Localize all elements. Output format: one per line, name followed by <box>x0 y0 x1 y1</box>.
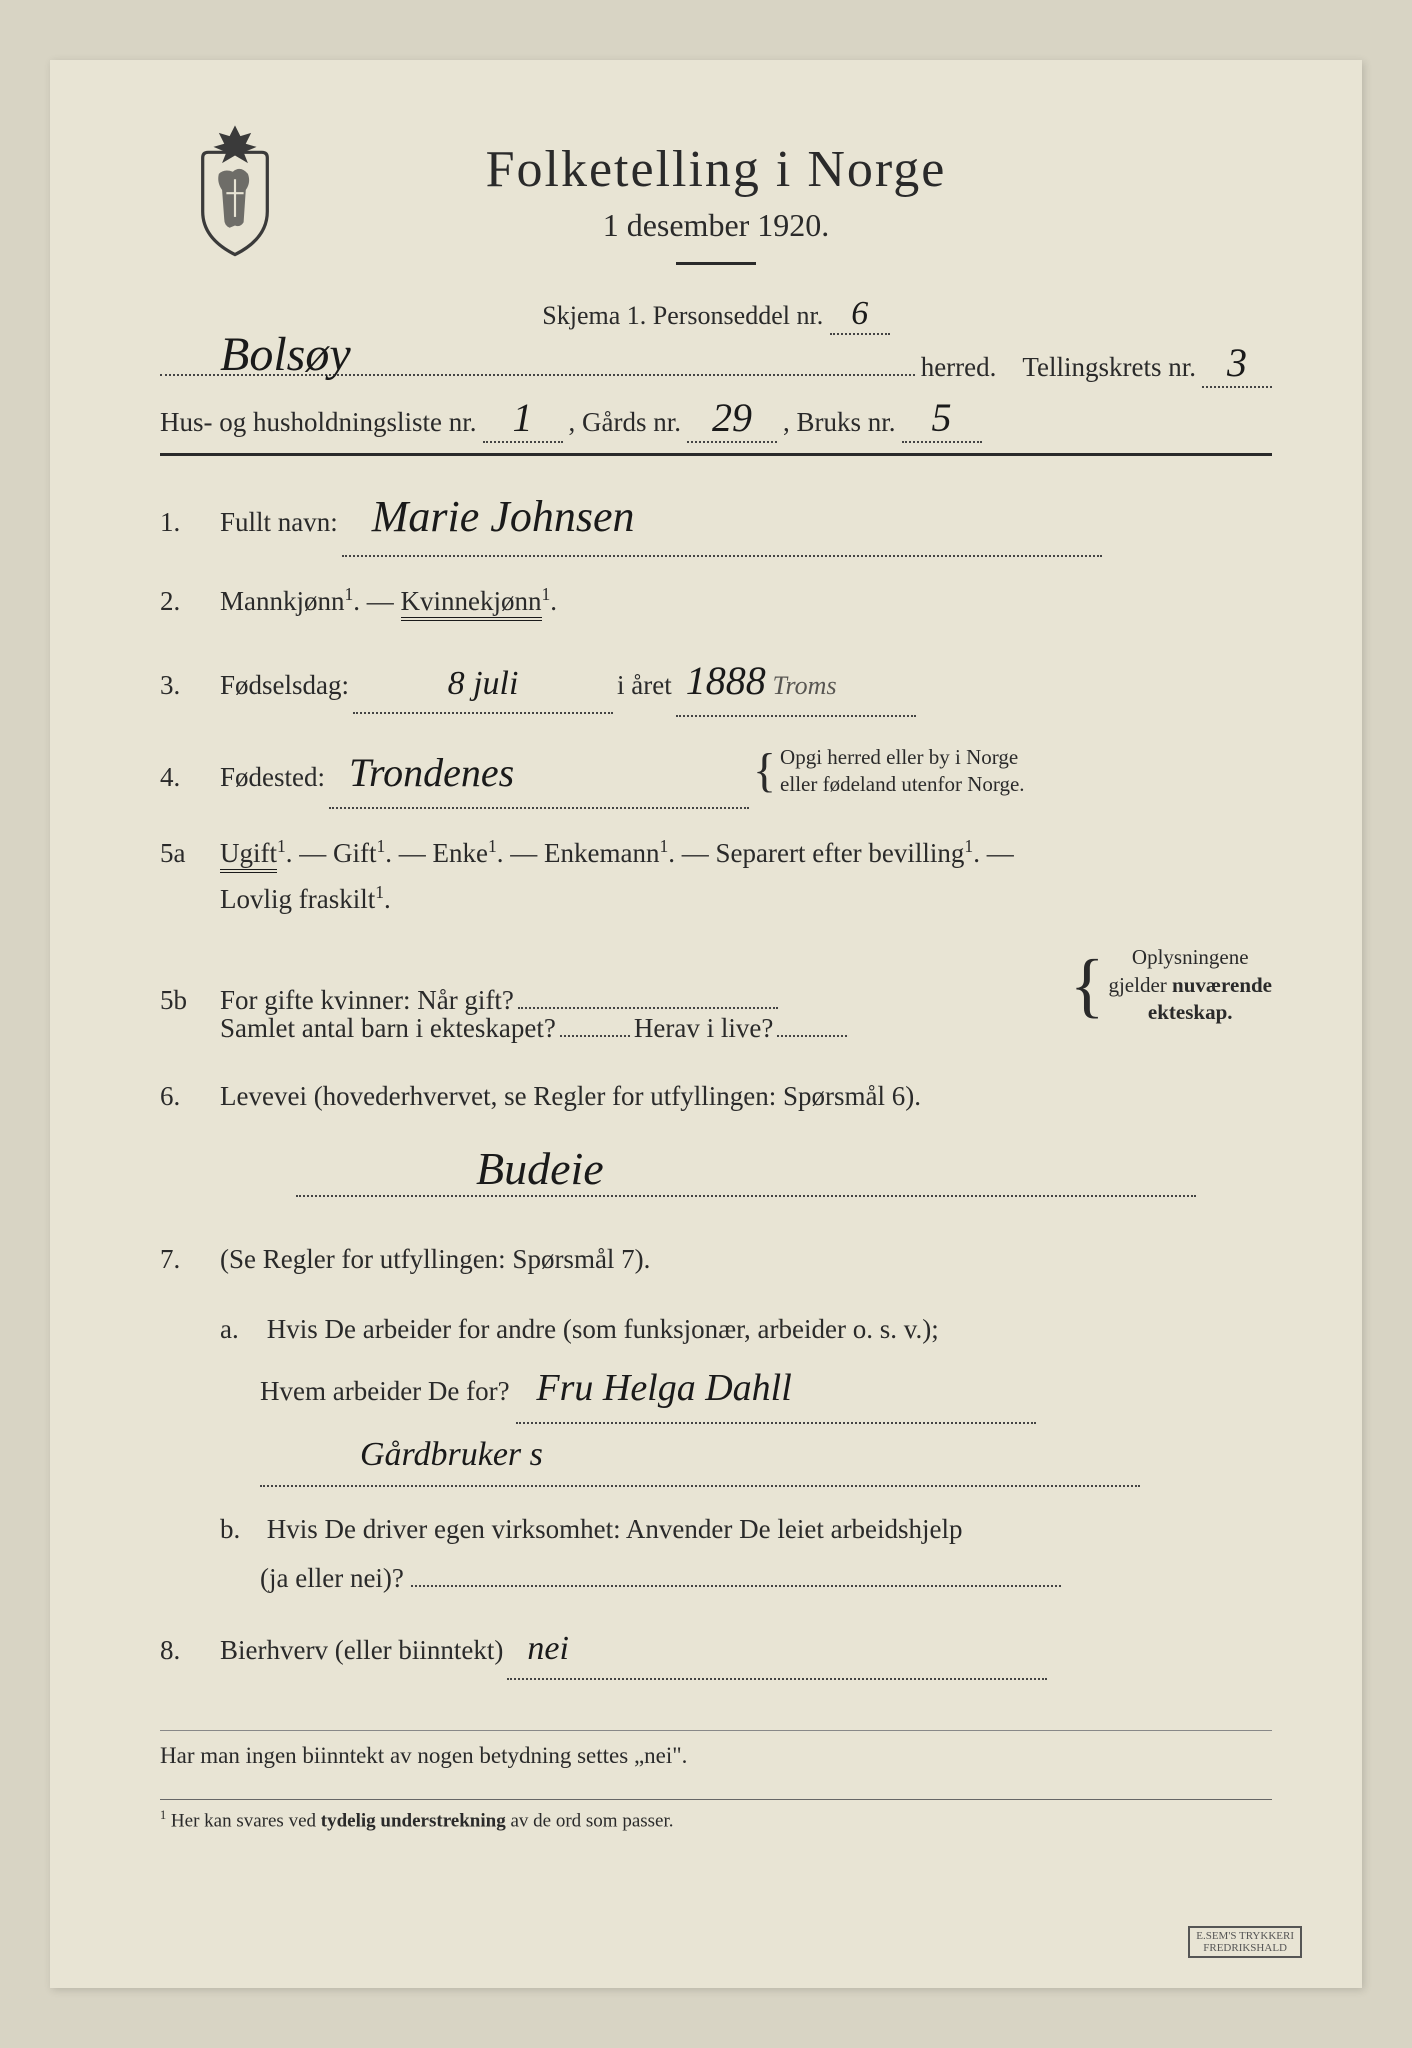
form-title: Folketelling i Norge <box>160 140 1272 199</box>
q1-label: Fullt navn: <box>220 500 338 546</box>
stamp-line2: FREDRIKSHALD <box>1203 1942 1287 1954</box>
q7-label: (Se Regler for utfyllingen: Spørsmål 7). <box>220 1244 650 1274</box>
q1-num: 1. <box>160 500 220 546</box>
footnote-text: Her kan svares ved tydelig understreknin… <box>171 1811 674 1832</box>
q2-num: 2. <box>160 579 220 625</box>
question-1: 1. Fullt navn: Marie Johnsen <box>160 480 1272 557</box>
husliste-label: Hus- og husholdningsliste nr. <box>160 407 477 438</box>
form-date: 1 desember 1920. <box>160 207 1272 244</box>
husliste-value: 1 <box>483 394 563 443</box>
q5b-note1: Oplysningene <box>1132 945 1249 969</box>
top-divider <box>160 453 1272 456</box>
q5a-enke: Enke <box>433 838 488 868</box>
question-5b: 5b For gifte kvinner: Når gift? { Oplysn… <box>160 944 1272 1052</box>
gards-value: 29 <box>687 394 777 443</box>
q5b-note3: ekteskap. <box>1148 1000 1233 1024</box>
q6-num: 6. <box>160 1074 220 1120</box>
biinntekt-note: Har man ingen biinntekt av nogen betydni… <box>160 1743 687 1768</box>
birth-extra: Troms <box>772 671 836 700</box>
employer-value2: Gårdbruker s <box>360 1436 543 1473</box>
q7b-line2: (ja eller nei)? <box>260 1563 404 1593</box>
brace-icon: { <box>753 752 776 790</box>
stamp-line1: E.SEM'S TRYKKERI <box>1196 1930 1294 1942</box>
q5b-note2: gjelder gjelder nuværendenuværende <box>1108 973 1272 997</box>
q5a-enkemann: Enkemann <box>544 838 659 868</box>
q8-num: 8. <box>160 1628 220 1674</box>
q5a-ugift: Ugift <box>220 838 277 873</box>
footer-note: Har man ingen biinntekt av nogen betydni… <box>160 1730 1272 1769</box>
bruks-value: 5 <box>902 394 982 443</box>
norway-coat-of-arms-icon <box>180 120 290 260</box>
bierhverv-value: nei <box>527 1630 569 1667</box>
tellingskrets-label: Tellingskrets nr. <box>1022 352 1196 383</box>
full-name-value: Marie Johnsen <box>372 492 635 541</box>
q7a-line2: Hvem arbeider De for? <box>260 1376 510 1406</box>
bruks-label: , Bruks nr. <box>783 407 896 438</box>
q4-note1: Opgi herred eller by i Norge <box>780 745 1018 769</box>
form-header: Folketelling i Norge 1 desember 1920. <box>160 140 1272 265</box>
skjema-label: Skjema 1. Personseddel nr. <box>542 301 823 330</box>
question-8: 8. Bierhverv (eller biinntekt) nei <box>160 1620 1272 1680</box>
q8-label: Bierhverv (eller biinntekt) <box>220 1628 503 1674</box>
tellingskrets-value: 3 <box>1202 339 1272 388</box>
q5b-label2: Samlet antal barn i ekteskapet? <box>220 1006 556 1052</box>
q4-label: Fødested: <box>220 755 325 801</box>
census-form-page: Folketelling i Norge 1 desember 1920. Sk… <box>50 60 1362 1988</box>
gards-label: , Gårds nr. <box>569 407 681 438</box>
brace-icon: { <box>1070 957 1105 1015</box>
q5b-label3: Herav i live? <box>634 1006 773 1052</box>
q7a-line1: Hvis De arbeider for andre (som funksjon… <box>267 1314 939 1344</box>
q4-num: 4. <box>160 755 220 801</box>
question-5a: 5a Ugift1. — Gift1. — Enke1. — Enkemann1… <box>160 831 1272 923</box>
occupation-value: Budeie <box>476 1143 604 1194</box>
q6-label: Levevei (hovederhvervet, se Regler for u… <box>220 1081 921 1111</box>
q5b-num: 5b <box>160 978 220 1024</box>
question-7: 7. (Se Regler for utfyllingen: Spørsmål … <box>160 1237 1272 1283</box>
q2-mann: Mannkjønn <box>220 586 345 616</box>
q5a-num: 5a <box>160 831 220 877</box>
birthplace-value: Trondenes <box>349 750 514 795</box>
herred-name: Bolsøy <box>220 327 351 382</box>
q7b-line1: Hvis De driver egen virksomhet: Anvender… <box>267 1514 963 1544</box>
q7-num: 7. <box>160 1237 220 1283</box>
q4-note2: eller fødeland utenfor Norge. <box>780 772 1025 796</box>
herred-label: herred. <box>921 352 997 383</box>
herred-row: Bolsøy herred. Tellingskrets nr. 3 <box>160 339 1272 388</box>
birth-year-value: 1888 <box>686 658 766 703</box>
printer-stamp: E.SEM'S TRYKKERI FREDRIKSHALD <box>1188 1926 1302 1958</box>
q7a-letter: a. <box>220 1305 260 1354</box>
q5a-gift: Gift <box>333 838 377 868</box>
q3-label: Fødselsdag: <box>220 663 349 709</box>
question-2: 2. Mannkjønn1. — Kvinnekjønn1. <box>160 579 1272 625</box>
question-3: 3. Fødselsdag: 8 juli i året 1888 Troms <box>160 647 1272 717</box>
header-divider <box>676 262 756 265</box>
question-7b: b. Hvis De driver egen virksomhet: Anven… <box>220 1505 1272 1602</box>
footnote-row: 1 Her kan svares ved tydelig understrekn… <box>160 1799 1272 1832</box>
employer-value: Fru Helga Dahll <box>536 1367 791 1409</box>
footnote-num: 1 <box>160 1808 166 1822</box>
question-4: 4. Fødested: Trondenes { Opgi herred ell… <box>160 739 1272 809</box>
q5a-lovlig: Lovlig fraskilt <box>220 884 375 914</box>
birth-day-value: 8 juli <box>448 665 519 702</box>
q6-answer-row: Budeie <box>220 1142 1272 1197</box>
q7b-letter: b. <box>220 1505 260 1554</box>
q2-kvinne: Kvinnekjønn <box>401 586 542 621</box>
q3-num: 3. <box>160 663 220 709</box>
question-7a: a. Hvis De arbeider for andre (som funks… <box>220 1305 1272 1487</box>
question-6: 6. Levevei (hovederhvervet, se Regler fo… <box>160 1074 1272 1120</box>
q5a-separert: Separert efter bevilling <box>716 838 965 868</box>
personseddel-nr: 6 <box>830 295 890 335</box>
q3-year-label: i året <box>617 663 672 709</box>
husliste-row: Hus- og husholdningsliste nr. 1 , Gårds … <box>160 394 1272 443</box>
